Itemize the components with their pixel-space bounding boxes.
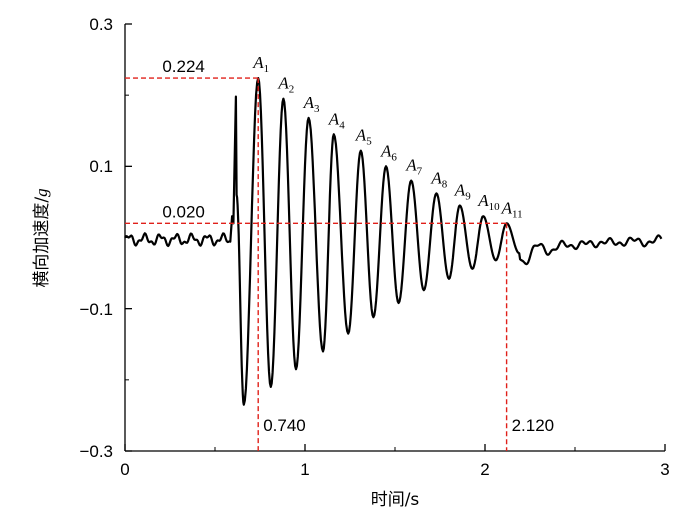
reference-label-v1: 0.740 [263,416,306,435]
x-tick-label-3: 3 [660,460,669,479]
y-tick-label-2: 0.1 [89,157,113,176]
peak-label-1: A1 [252,53,269,75]
y-axis-title-prefix: 横向加速度/ [32,197,52,288]
peak-label-letter: A [277,74,289,93]
x-tick-label-2: 2 [480,460,489,479]
acceleration-series-line [124,77,663,406]
peak-label-subscript: 10 [489,201,501,213]
peak-label-7: A7 [405,156,422,178]
x-tick-label-1: 1 [300,460,309,479]
y-tick-label-0: −0.3 [79,442,113,461]
peak-label-subscript: 7 [417,166,423,178]
peak-label-letter: A [454,180,466,199]
peak-label-subscript: 8 [442,178,448,190]
y-ticks [125,23,132,452]
peak-label-subscript: 3 [314,103,320,115]
reference-lines [125,77,508,451]
peak-label-letter: A [252,53,264,72]
peak-label-10: A10 [477,191,500,213]
y-axis-title: 横向加速度/g [32,188,52,287]
reference-label-h2: 0.020 [162,202,205,221]
reference-label-v2: 2.120 [512,416,555,435]
peak-label-letter: A [355,126,367,145]
peak-label-subscript: 1 [264,63,270,75]
peak-label-subscript: 11 [512,208,523,220]
peak-label-11: A11 [501,198,523,220]
x-ticks [124,444,666,451]
x-axis-title: 时间/s [371,490,420,510]
peak-label-2: A2 [277,74,294,96]
peak-label-subscript: 4 [339,119,345,131]
peak-label-letter: A [303,93,315,112]
peak-label-5: A5 [355,126,372,148]
peak-label-subscript: 5 [366,136,372,148]
peak-label-subscript: 9 [465,190,471,202]
peak-label-subscript: 2 [289,84,295,96]
peak-label-letter: A [477,191,489,210]
peak-label-letter: A [405,156,417,175]
peak-label-9: A9 [454,180,471,202]
peak-label-6: A6 [380,141,397,163]
x-tick-labels: 0 1 2 3 [120,460,669,479]
y-tick-label-1: −0.1 [79,300,113,319]
reference-label-h1: 0.224 [162,57,205,76]
y-tick-labels: −0.3 −0.1 0.1 0.3 [79,15,113,461]
peak-label-subscript: 6 [391,151,397,163]
peak-label-letter: A [501,198,513,217]
x-tick-label-0: 0 [120,460,129,479]
peak-label-3: A3 [303,93,320,115]
peak-label-8: A8 [430,168,447,190]
peak-label-letter: A [430,168,442,187]
peak-label-letter: A [380,141,392,160]
peak-label-4: A4 [328,109,345,131]
peak-label-letter: A [328,109,340,128]
y-axis-title-unit: g [32,188,51,197]
y-tick-label-3: 0.3 [89,15,113,34]
